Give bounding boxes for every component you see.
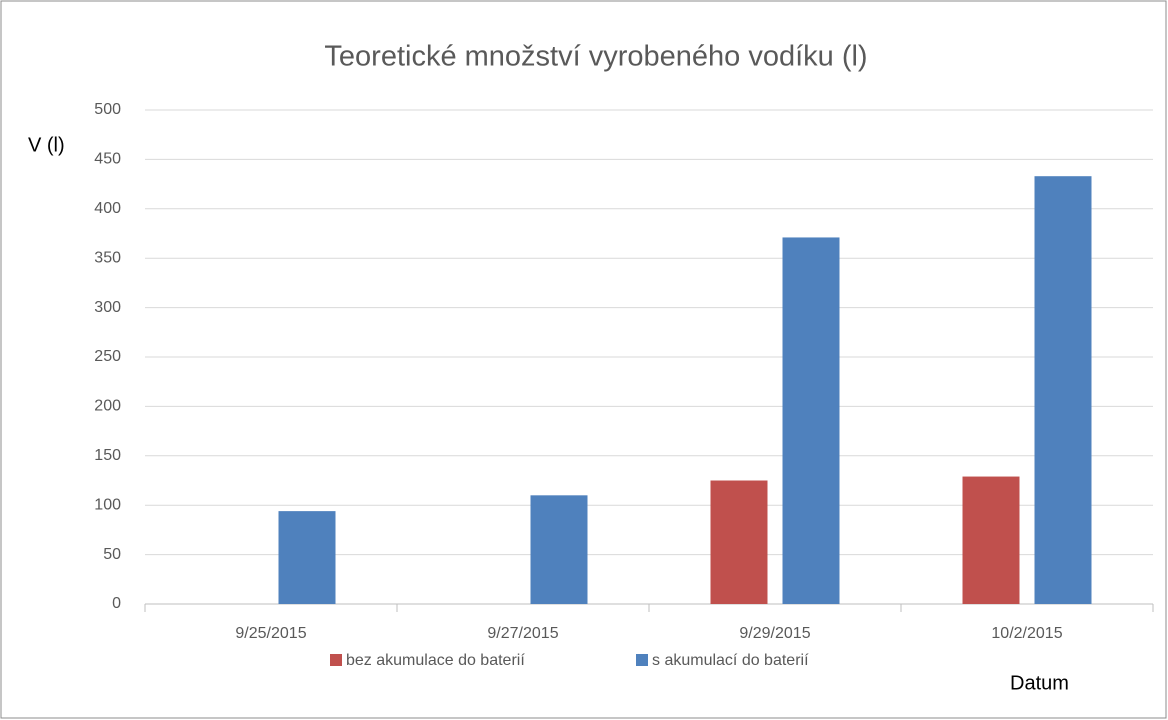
x-axis-label: Datum <box>1010 672 1069 694</box>
legend-label: bez akumulace do baterií <box>346 652 525 669</box>
y-axis-label: V (l) <box>28 134 65 156</box>
bar <box>962 476 1020 604</box>
legend-swatch <box>330 654 342 666</box>
x-tick-label: 9/25/2015 <box>235 625 306 642</box>
y-tick-label: 150 <box>94 447 121 464</box>
y-tick-label: 0 <box>112 595 121 612</box>
y-tick-label: 350 <box>94 249 121 266</box>
y-tick-label: 250 <box>94 348 121 365</box>
y-tick-label: 100 <box>94 496 121 513</box>
legend-label: s akumulací do baterií <box>652 652 809 669</box>
x-tick-label: 9/27/2015 <box>487 625 558 642</box>
y-tick-label: 300 <box>94 299 121 316</box>
y-tick-label: 50 <box>103 546 121 563</box>
bar <box>782 237 840 604</box>
legend-swatch <box>636 654 648 666</box>
y-tick-label: 500 <box>94 101 121 118</box>
x-tick-label: 9/29/2015 <box>739 625 810 642</box>
y-tick-label: 200 <box>94 398 121 415</box>
bar <box>710 480 768 604</box>
bar <box>278 511 336 604</box>
x-tick-label: 10/2/2015 <box>991 625 1062 642</box>
bar <box>1034 176 1092 605</box>
y-tick-label: 450 <box>94 151 121 168</box>
bar <box>530 495 588 604</box>
chart-title: Teoretické množství vyrobeného vodíku (l… <box>324 41 867 73</box>
y-tick-label: 400 <box>94 200 121 217</box>
